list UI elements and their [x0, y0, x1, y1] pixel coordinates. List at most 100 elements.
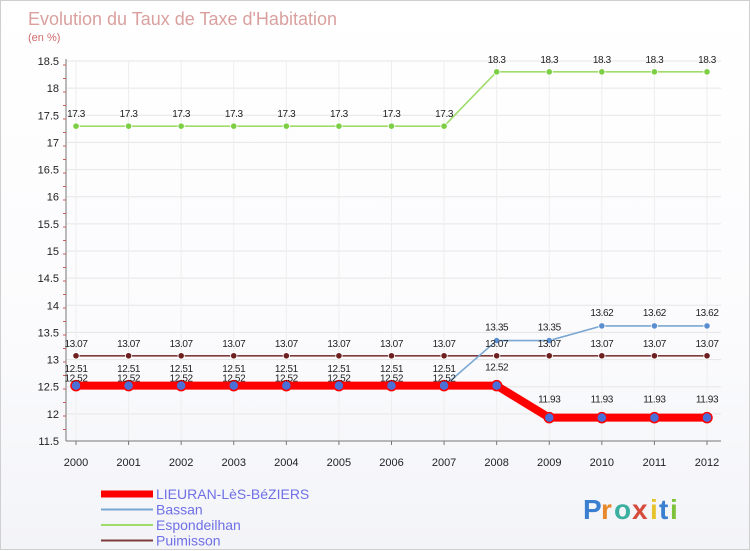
chart-title: Evolution du Taux de Taxe d'Habitation: [28, 9, 337, 29]
data-label: 12.51: [433, 364, 457, 375]
y-tick-label: 13: [47, 355, 59, 367]
data-label: 12.52: [380, 374, 404, 385]
axes: 11.5 12 12.5 13 13.5 14 14.5 15 15.5 16 16.5 17 17.5…: [38, 56, 721, 469]
data-point: [228, 379, 240, 392]
data-label: 13.07: [327, 339, 351, 350]
x-tick-label: 2003: [222, 457, 246, 469]
data-point: [650, 322, 659, 330]
data-label: 17.3: [435, 109, 454, 120]
data-label: 13.07: [485, 339, 509, 350]
data-point: [545, 336, 553, 345]
data-point: [177, 122, 185, 130]
data-point: [545, 352, 553, 360]
data-point: [440, 352, 448, 360]
data-label: 12.52: [222, 374, 246, 385]
data-point: [493, 336, 501, 345]
data-label: 12.52: [117, 374, 141, 385]
logo-letter: t: [659, 494, 668, 525]
data-label: 11.93: [696, 395, 719, 406]
data-point: [493, 352, 501, 360]
data-point: [177, 352, 185, 360]
data-point: [124, 122, 133, 130]
data-point: [545, 68, 553, 76]
data-label: 12.52: [327, 374, 351, 385]
data-label: 11.93: [643, 395, 666, 406]
data-label: 13.07: [117, 339, 141, 350]
y-tick-label: 18.5: [38, 56, 59, 68]
data-label: 13.07: [433, 339, 457, 350]
data-label: 12.51: [327, 364, 351, 375]
data-label: 12.51: [170, 364, 194, 375]
x-tick-label: 2001: [116, 457, 140, 469]
data-point: [598, 352, 606, 360]
data-point: [543, 411, 555, 424]
data-point: [703, 352, 711, 360]
data-point: [124, 352, 133, 360]
data-point: [230, 122, 238, 130]
data-label: 13.62: [643, 308, 667, 319]
data-point: [282, 122, 290, 130]
data-label: 13.35: [485, 323, 509, 334]
data-label: 17.3: [120, 109, 139, 120]
x-tick-label: 2000: [64, 457, 88, 469]
data-point: [440, 122, 448, 130]
data-label: 12.51: [64, 364, 88, 375]
y-tick-label: 18: [47, 83, 59, 95]
data-point: [335, 122, 343, 130]
data-point: [650, 68, 659, 76]
data-label: 17.3: [330, 109, 349, 120]
y-tick-label: 15: [47, 246, 59, 258]
data-point: [650, 352, 659, 360]
y-tick-label: 12.5: [38, 382, 59, 394]
y-tick-label: 11.5: [38, 436, 59, 448]
y-tick-label: 16.5: [38, 165, 59, 177]
data-label: 13.62: [695, 308, 719, 319]
data-label: 12.52: [485, 363, 509, 374]
x-tick-label: 2011: [643, 457, 667, 469]
data-label: 11.93: [591, 395, 614, 406]
y-tick-label: 17: [47, 137, 59, 149]
data-label: 13.07: [64, 339, 88, 350]
data-label: 13.07: [695, 339, 719, 350]
data-point: [438, 379, 450, 392]
data-point: [596, 411, 608, 424]
data-point: [175, 379, 187, 392]
data-label: 12.51: [380, 364, 404, 375]
y-tick-label: 17.5: [38, 110, 59, 122]
x-tick-label: 2008: [484, 457, 508, 469]
data-label: 13.07: [275, 339, 299, 350]
data-point: [333, 379, 345, 392]
data-label: 12.52: [275, 374, 299, 385]
data-point: [598, 322, 606, 330]
data-label: 13.07: [538, 339, 562, 350]
data-point: [282, 352, 290, 360]
data-point: [230, 352, 238, 360]
x-tick-label: 2007: [432, 457, 456, 469]
data-point: [72, 122, 80, 130]
data-label: 12.52: [433, 374, 457, 385]
data-label: 12.51: [275, 364, 299, 375]
grid: [66, 60, 721, 442]
data-point: [703, 68, 711, 76]
data-label: 13.35: [538, 323, 562, 334]
logo-letter: o: [614, 494, 631, 525]
legend-label: LIEURAN-LèS-BéZIERS: [156, 486, 309, 502]
x-tick-label: 2009: [537, 457, 561, 469]
data-label: 17.3: [383, 109, 402, 120]
x-tick-label: 2002: [169, 457, 193, 469]
y-tick-label: 15.5: [38, 219, 59, 231]
data-point: [122, 379, 135, 392]
data-label: 18.3: [593, 55, 612, 66]
data-point: [598, 68, 606, 76]
logo-letter: x: [632, 494, 648, 525]
data-label: 13.07: [170, 339, 194, 350]
data-label: 17.3: [67, 109, 86, 120]
data-point: [703, 322, 711, 330]
data-label: 13.62: [590, 308, 614, 319]
data-point: [387, 122, 396, 130]
data-point: [385, 379, 398, 392]
data-label: 12.51: [117, 364, 141, 375]
logo-letter: P: [583, 494, 602, 525]
